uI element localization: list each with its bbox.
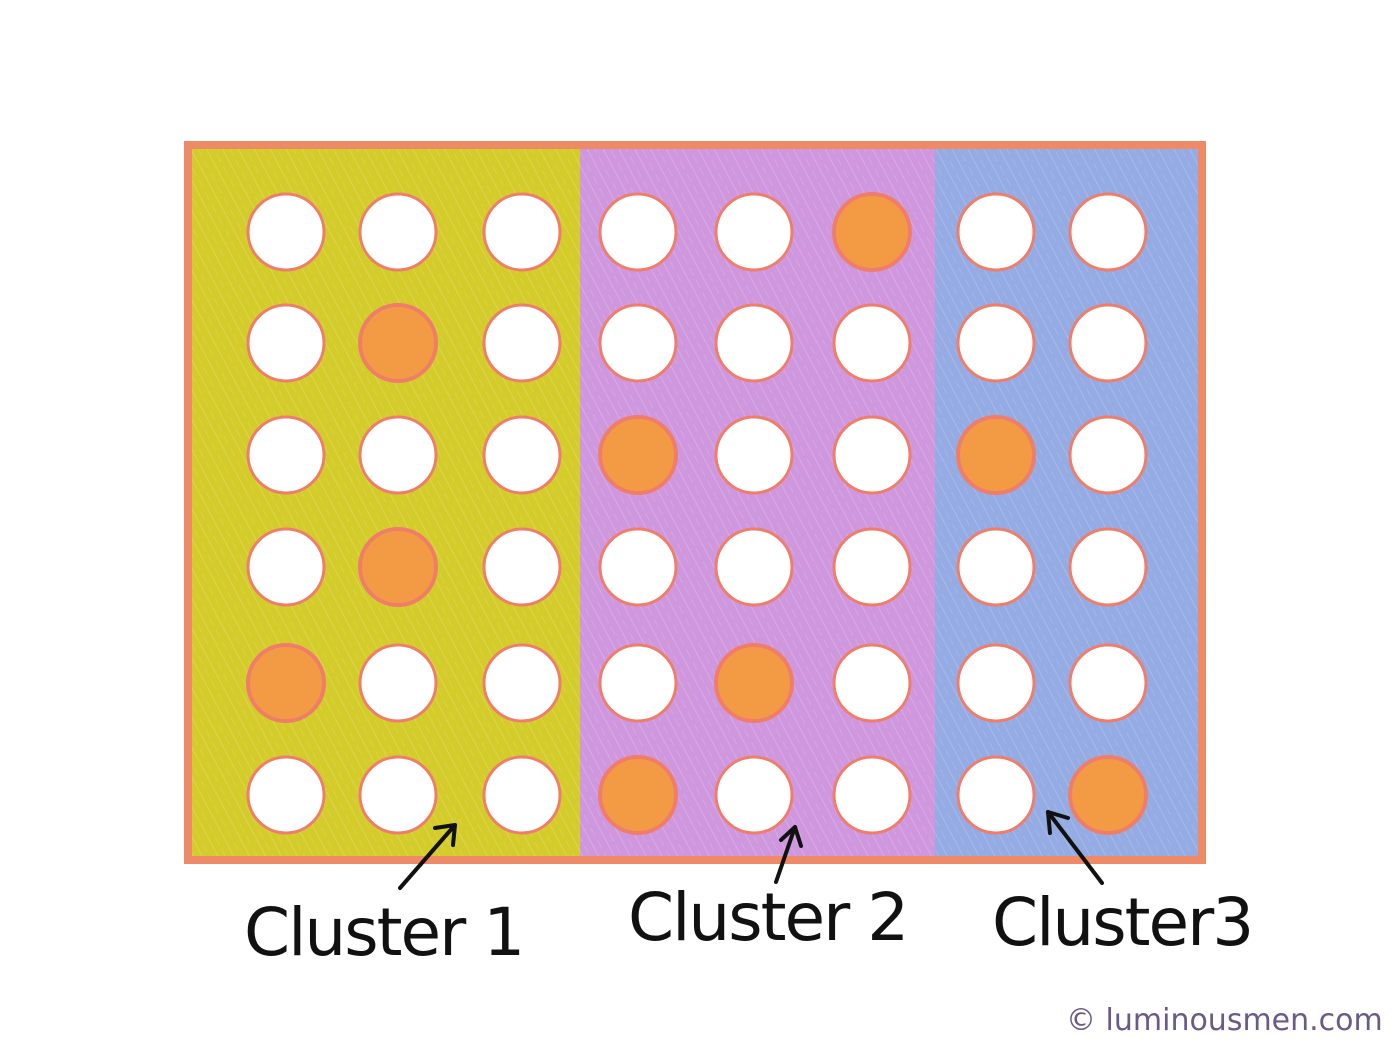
- empty-circle: [832, 643, 912, 723]
- empty-circle: [956, 755, 1036, 835]
- empty-circle: [832, 527, 912, 607]
- empty-circle: [358, 415, 438, 495]
- cluster-2-label: Cluster 2: [628, 879, 907, 956]
- filled-circle: [598, 755, 678, 835]
- empty-circle: [482, 415, 562, 495]
- empty-circle: [714, 303, 794, 383]
- empty-circle: [598, 192, 678, 272]
- filled-circle: [246, 643, 326, 723]
- empty-circle: [482, 527, 562, 607]
- empty-circle: [832, 415, 912, 495]
- empty-circle: [956, 527, 1036, 607]
- cluster-3-arrow: [1046, 810, 1104, 885]
- empty-circle: [1068, 192, 1148, 272]
- empty-circle: [358, 643, 438, 723]
- empty-circle: [246, 303, 326, 383]
- empty-circle: [832, 755, 912, 835]
- empty-circle: [1068, 415, 1148, 495]
- empty-circle: [246, 192, 326, 272]
- circle-grid: [246, 192, 1148, 835]
- copyright-credit: © luminousmen.com: [1066, 1003, 1383, 1038]
- filled-circle: [956, 415, 1036, 495]
- cluster-1-arrow: [398, 823, 457, 890]
- empty-circle: [246, 755, 326, 835]
- empty-circle: [714, 527, 794, 607]
- empty-circle: [246, 415, 326, 495]
- arrows: [398, 810, 1104, 890]
- empty-circle: [598, 527, 678, 607]
- empty-circle: [956, 643, 1036, 723]
- empty-circle: [956, 303, 1036, 383]
- empty-circle: [482, 303, 562, 383]
- empty-circle: [714, 192, 794, 272]
- cluster-2-arrow: [774, 825, 803, 884]
- empty-circle: [1068, 643, 1148, 723]
- empty-circle: [598, 303, 678, 383]
- empty-circle: [358, 192, 438, 272]
- outer-border: [184, 141, 1206, 864]
- filled-circle: [714, 643, 794, 723]
- empty-circle: [714, 755, 794, 835]
- empty-circle: [956, 192, 1036, 272]
- empty-circle: [832, 303, 912, 383]
- empty-circle: [598, 643, 678, 723]
- cluster-3-label: Cluster3: [992, 884, 1252, 961]
- empty-circle: [1068, 527, 1148, 607]
- empty-circle: [482, 192, 562, 272]
- empty-circle: [482, 643, 562, 723]
- empty-circle: [358, 755, 438, 835]
- filled-circle: [598, 415, 678, 495]
- cluster-1-label: Cluster 1: [244, 894, 523, 971]
- filled-circle: [832, 192, 912, 272]
- filled-circle: [358, 303, 438, 383]
- empty-circle: [482, 755, 562, 835]
- empty-circle: [1068, 303, 1148, 383]
- empty-circle: [246, 527, 326, 607]
- filled-circle: [1068, 755, 1148, 835]
- empty-circle: [714, 415, 794, 495]
- filled-circle: [358, 527, 438, 607]
